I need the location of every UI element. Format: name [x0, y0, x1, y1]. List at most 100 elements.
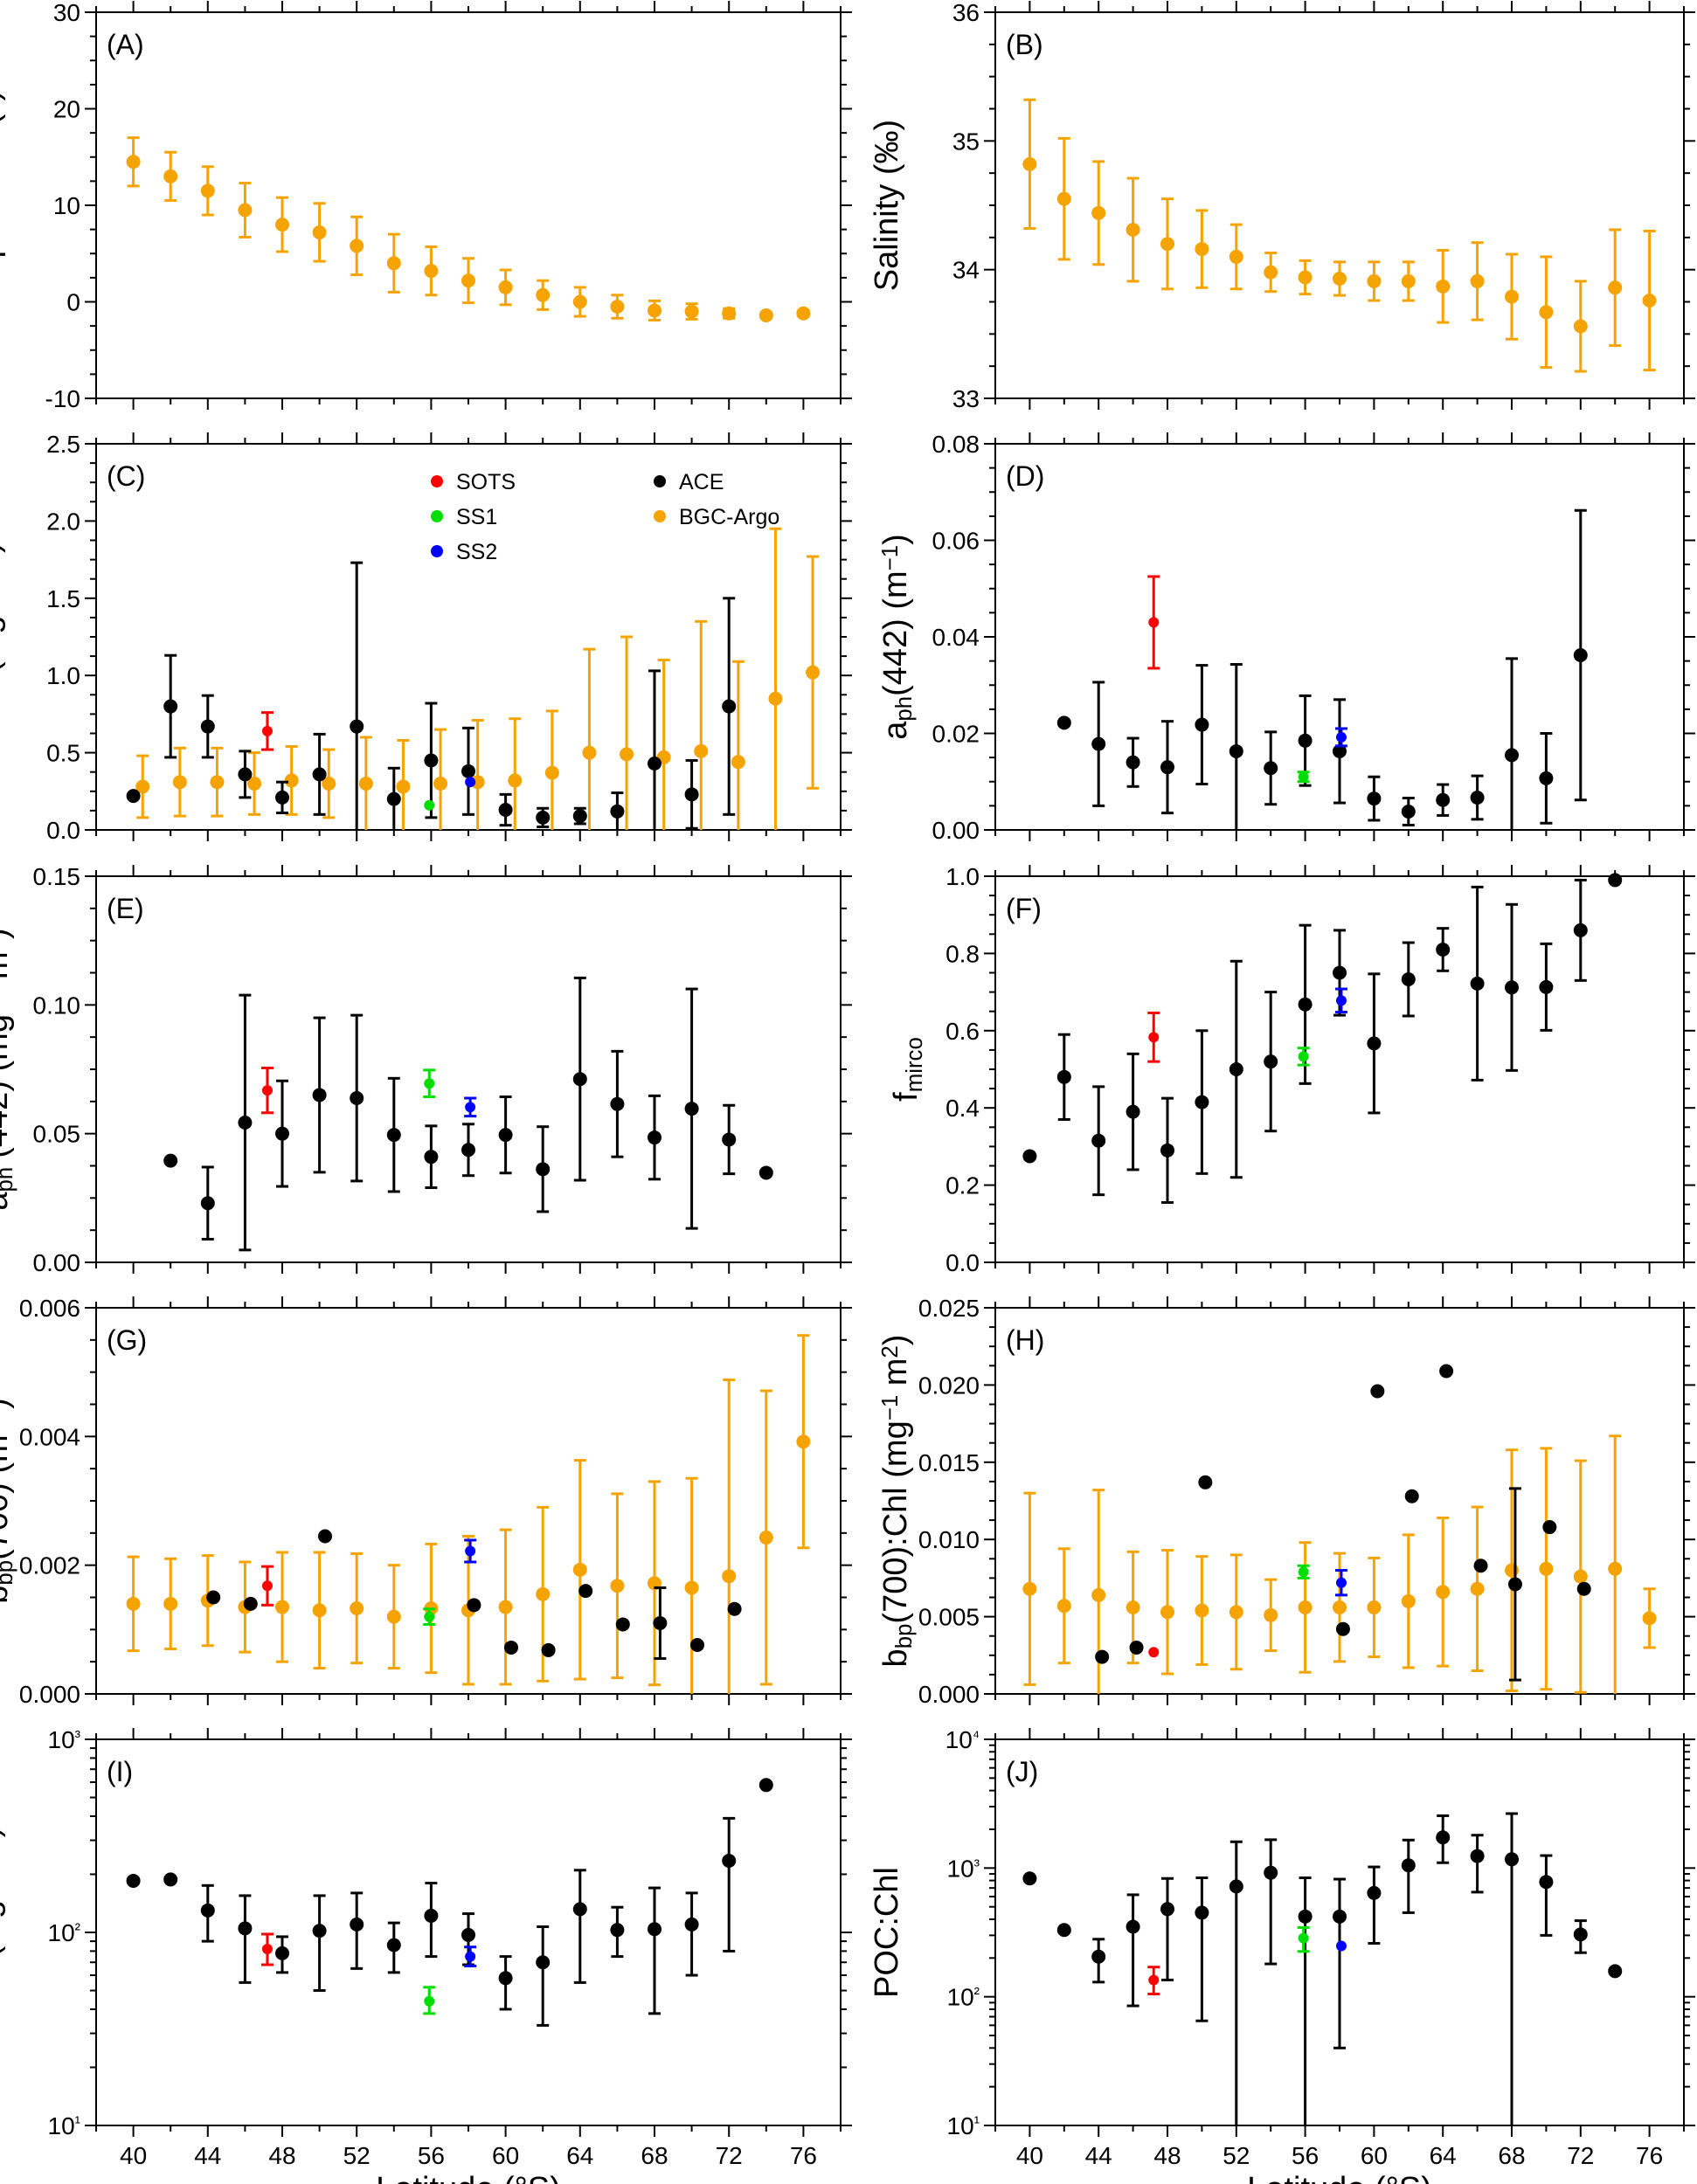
y-tick-label-part: 10: [48, 1726, 75, 1753]
y-axis-label-part: *: [0, 1158, 3, 1167]
data-point: [1148, 1647, 1160, 1658]
y-axis-label-part: ph: [0, 1167, 17, 1192]
y-tick-label: 10²: [48, 1919, 81, 1946]
y-tick-label: 35: [952, 128, 980, 155]
y-tick-label: 1.5: [46, 585, 80, 612]
data-point: [1470, 273, 1485, 288]
panel-label: (E): [107, 893, 144, 924]
data-point: [1126, 1104, 1140, 1119]
data-point: [465, 1951, 476, 1962]
x-axis-label: Latitude (°S): [376, 2171, 561, 2184]
data-point: [722, 699, 737, 714]
series-sots: [260, 711, 274, 751]
data-point: [424, 799, 435, 811]
data-point: [498, 1971, 513, 1986]
data-point: [1573, 1927, 1588, 1942]
y-tick-label: 0.0: [945, 1249, 980, 1276]
x-tick-label: 52: [1223, 2142, 1250, 2169]
series-sots: [1147, 575, 1160, 670]
data-point: [1160, 237, 1174, 252]
y-axis-label-part: −1: [878, 545, 903, 570]
data-point: [1022, 1871, 1037, 1886]
data-point: [727, 1601, 742, 1616]
panel-label: (B): [1006, 29, 1043, 60]
data-point: [1298, 771, 1309, 783]
data-point: [461, 1143, 475, 1158]
data-point: [465, 1545, 476, 1557]
y-axis-label-part: Chl (mg m: [0, 578, 6, 731]
data-point: [1091, 205, 1106, 220]
y-axis-label-part: 2: [0, 939, 3, 951]
y-tick-label: 10¹: [48, 2112, 81, 2139]
y-tick-label-part: ¹: [974, 2114, 980, 2132]
data-point: [386, 791, 401, 806]
data-point: [572, 1072, 587, 1087]
data-point: [312, 1088, 327, 1102]
data-point: [1470, 790, 1485, 805]
data-point: [1539, 1561, 1554, 1576]
x-tick-label: 76: [1636, 2142, 1663, 2169]
data-point: [498, 1600, 513, 1614]
data-point: [1367, 1885, 1382, 1900]
panel-label: (D): [1006, 460, 1044, 492]
series-ace: [1056, 508, 1588, 830]
y-axis-label-part: POC:Chl: [869, 1867, 905, 1998]
series-sots: [1147, 1966, 1160, 1996]
y-tick-label: 0.025: [918, 1295, 980, 1322]
data-point: [424, 1995, 435, 2007]
series-ace: [126, 561, 737, 830]
data-point: [1367, 1600, 1382, 1614]
y-axis-label-part: b: [0, 1586, 15, 1604]
series-ss2: [464, 1096, 477, 1118]
y-tick-label: -10: [45, 385, 80, 412]
y-axis-label-part: b: [877, 1648, 914, 1667]
data-point: [648, 303, 661, 318]
y-axis-label-part: f: [888, 1092, 925, 1102]
legend-label: SOTS: [456, 470, 516, 494]
data-point: [536, 810, 551, 825]
series-ss2: [1334, 987, 1347, 1014]
data-point: [1298, 1932, 1309, 1944]
data-point: [1229, 743, 1243, 758]
legend-label: BGC-Argo: [679, 505, 779, 529]
y-axis-label-part: ): [877, 534, 914, 545]
data-point: [1229, 249, 1243, 264]
y-tick-label: 0.002: [19, 1552, 80, 1579]
data-point: [1264, 265, 1278, 280]
y-tick-label-part: ¹: [75, 2114, 80, 2132]
y-tick-label: 20: [53, 96, 80, 123]
data-point: [610, 300, 625, 314]
data-point: [1573, 923, 1588, 937]
data-point: [1608, 1561, 1623, 1576]
y-axis-label-part: ): [0, 1827, 6, 1838]
data-point: [1160, 1143, 1174, 1158]
series-ss1: [1297, 1047, 1310, 1067]
legend-item-ss2: SS2: [431, 540, 497, 564]
data-point: [1091, 1949, 1106, 1964]
data-point: [350, 1091, 364, 1106]
y-tick-label-part: ³: [75, 1728, 80, 1746]
data-point: [424, 753, 439, 768]
data-point: [1022, 1149, 1037, 1164]
y-tick-label: 10³: [947, 1855, 980, 1882]
data-point: [1539, 305, 1554, 320]
legend-item-ss1: SS1: [431, 505, 497, 529]
y-axis-label-part: (700) (m: [0, 1434, 15, 1560]
data-point: [1401, 273, 1416, 288]
data-point: [1367, 1036, 1382, 1051]
series-ss1: [423, 1986, 436, 2015]
data-point: [1333, 1600, 1347, 1614]
y-axis-label-part: Salinity (‰): [869, 120, 905, 291]
x-tick-label: 60: [492, 2142, 519, 2169]
data-point: [1608, 280, 1623, 295]
data-point: [275, 218, 289, 232]
y-axis-label: fmirco: [888, 1037, 927, 1102]
y-axis-label: Salinity (‰): [869, 120, 905, 291]
series-ss1: [424, 799, 435, 811]
data-point: [1056, 1069, 1071, 1084]
series-ss2: [1334, 1569, 1347, 1597]
data-point: [350, 238, 364, 253]
data-point: [200, 183, 215, 198]
y-axis-label-part: −1: [878, 1395, 903, 1420]
data-point: [322, 776, 336, 791]
